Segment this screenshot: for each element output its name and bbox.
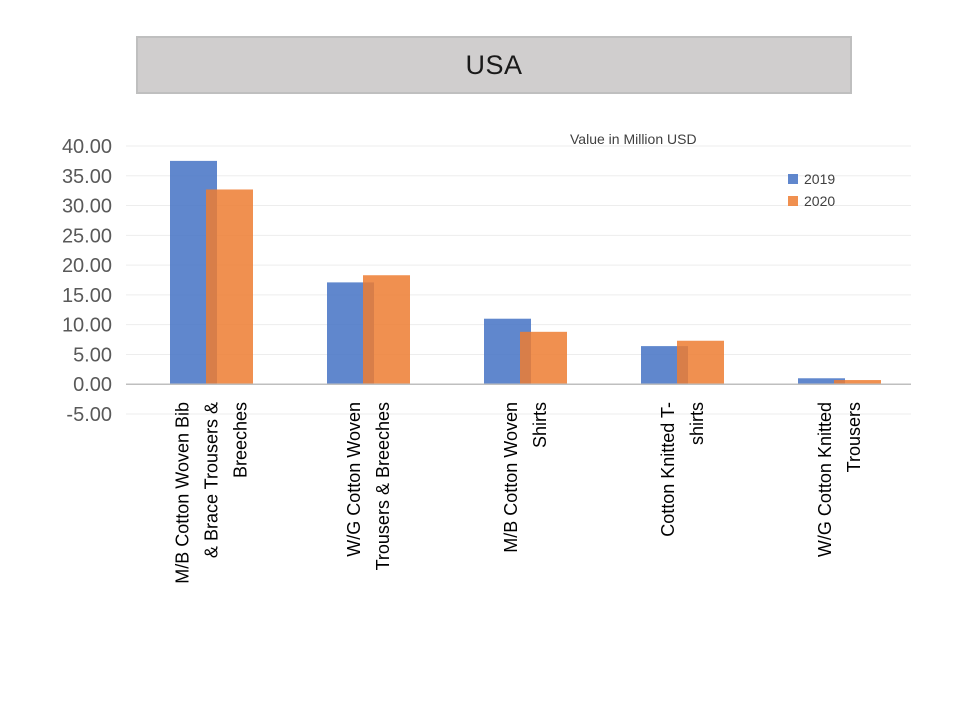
y-tick-label: 20.00 [62, 255, 112, 277]
x-tick-label-line: Cotton Knitted T- [658, 402, 678, 537]
y-tick-label: 35.00 [62, 166, 112, 188]
y-tick-label: -5.00 [66, 404, 112, 426]
y-tick-label: 0.00 [73, 374, 112, 396]
x-tick-label-line: M/B Cotton Woven Bib [173, 402, 193, 584]
unit-label: Value in Million USD [570, 131, 697, 147]
x-tick-label: W/G Cotton Woven Trousers & Breeches [344, 402, 393, 570]
bar-2020-3 [677, 340, 724, 385]
x-tick-label-line: M/B Cotton Woven [501, 402, 521, 553]
x-tick-label: Cotton Knitted T-shirts [658, 402, 707, 537]
bar-2019-4 [798, 378, 845, 385]
x-tick-label-line: shirts [687, 402, 707, 445]
chart-title: USA [465, 49, 523, 80]
x-tick-label-line: Trousers [844, 402, 864, 472]
x-tick-label: W/G Cotton Knitted Trousers [815, 402, 864, 557]
x-tick-label-line: & Brace Trousers & [202, 402, 222, 558]
y-tick-label: 15.00 [62, 285, 112, 307]
x-tick-label: M/B Cotton Woven Shirts [501, 402, 550, 553]
bar-2020-2 [520, 331, 567, 385]
x-tick-label-line: W/G Cotton Knitted [815, 402, 835, 557]
x-tick-label-line: W/G Cotton Woven [344, 402, 364, 557]
bar-2020-1 [363, 275, 410, 385]
y-tick-label: 40.00 [62, 136, 112, 158]
bars [170, 160, 881, 385]
chart-title-box: USA [136, 36, 852, 94]
y-tick-label: 30.00 [62, 196, 112, 218]
y-tick-label: 10.00 [62, 315, 112, 337]
legend-swatch-2019 [788, 174, 798, 184]
legend-swatch-2020 [788, 196, 798, 206]
bar-2020-4 [834, 380, 881, 385]
x-tick-label-line: Trousers & Breeches [373, 402, 393, 570]
y-tick-label: 25.00 [62, 225, 112, 247]
y-axis-ticks: -5.00 0.00 5.00 10.00 15.00 20.00 25.00 30.00 35… [62, 136, 112, 426]
legend-label-2019: 2019 [804, 171, 835, 187]
bar-2020-0 [206, 189, 253, 385]
x-axis-ticks: M/B Cotton Woven Bib & Brace Trousers & Br… [173, 402, 865, 584]
x-tick-label-line: Breeches [231, 402, 251, 478]
x-tick-label-line: Shirts [530, 402, 550, 448]
legend-label-2020: 2020 [804, 193, 835, 209]
y-tick-label: 5.00 [73, 344, 112, 366]
legend: 2019 2020 [788, 171, 835, 209]
x-tick-label: M/B Cotton Woven Bib & Brace Trousers & Br… [173, 402, 251, 584]
